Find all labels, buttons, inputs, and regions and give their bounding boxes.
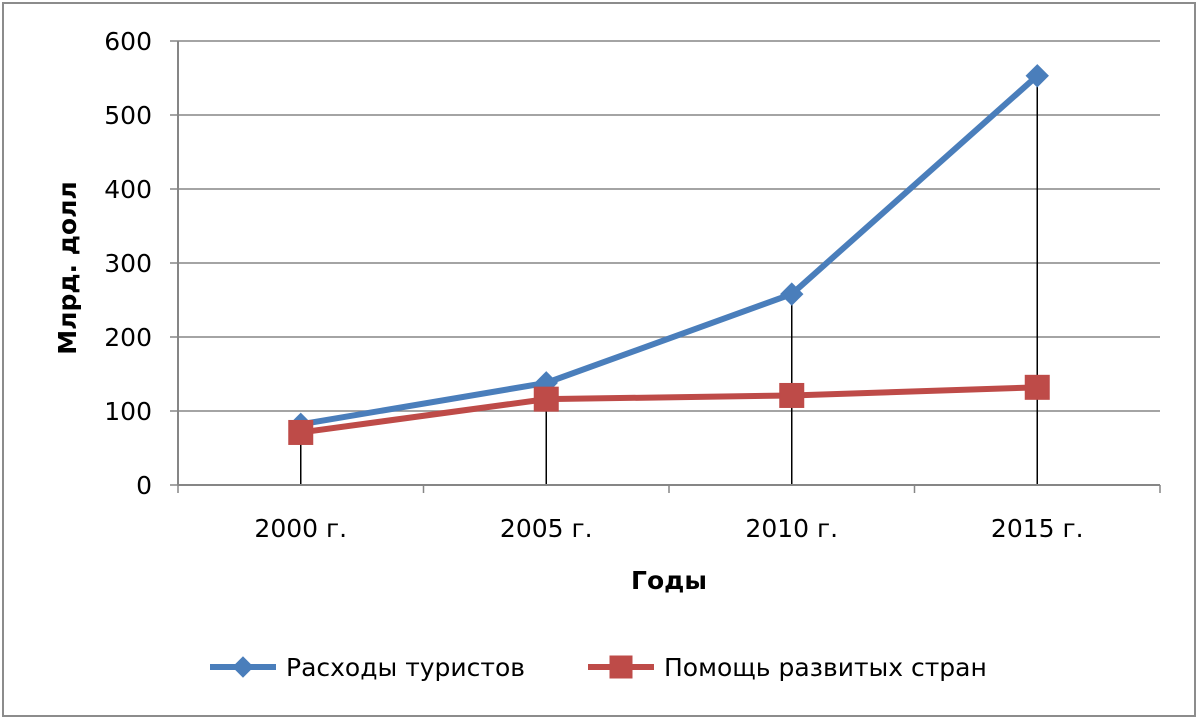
data-point [533,386,559,412]
y-tick-label: 300 [104,249,152,278]
y-tick-label: 600 [104,27,152,56]
x-tick-label: 2015 г. [991,514,1084,543]
y-tick-label: 400 [104,175,152,204]
x-tick-label: 2000 г. [254,514,347,543]
y-tick-label: 200 [104,323,152,352]
legend-item-1: Расходы туристов [210,653,525,682]
y-tick-label: 100 [104,397,152,426]
x-tick-label: 2010 г. [745,514,838,543]
y-tick-label: 0 [136,471,152,500]
drop-lines [300,75,1038,485]
data-point [779,382,805,408]
legend: Расходы туристов Помощь развитых стран [210,653,987,682]
x-tick-labels: 2000 г. 2005 г. 2010 г. 2015 г. [254,514,1083,543]
data-point [288,419,314,445]
data-point [1025,64,1049,88]
series-line [297,72,1041,428]
legend-item-2: Помощь развитых стран [588,653,987,682]
data-point [780,282,804,306]
series-1 [289,64,1049,437]
y-tick-labels: 0 100 200 300 400 500 600 [104,27,152,500]
line-chart: 0 100 200 300 400 500 600 2000 г. 2005 г. 2010 г… [53,27,1161,682]
series-2 [288,374,1050,445]
data-point [1024,374,1050,400]
legend-label: Помощь развитых стран [664,653,987,682]
series-line [297,384,1041,436]
legend-marker [232,656,254,678]
gridlines [170,40,1161,493]
x-tick-label: 2005 г. [500,514,593,543]
legend-marker [609,655,633,679]
y-axis-title: Млрд. долл [53,181,82,354]
legend-label: Расходы туристов [286,653,525,682]
y-tick-label: 500 [104,101,152,130]
x-axis-title: Годы [631,566,707,595]
series-layer [288,64,1050,445]
